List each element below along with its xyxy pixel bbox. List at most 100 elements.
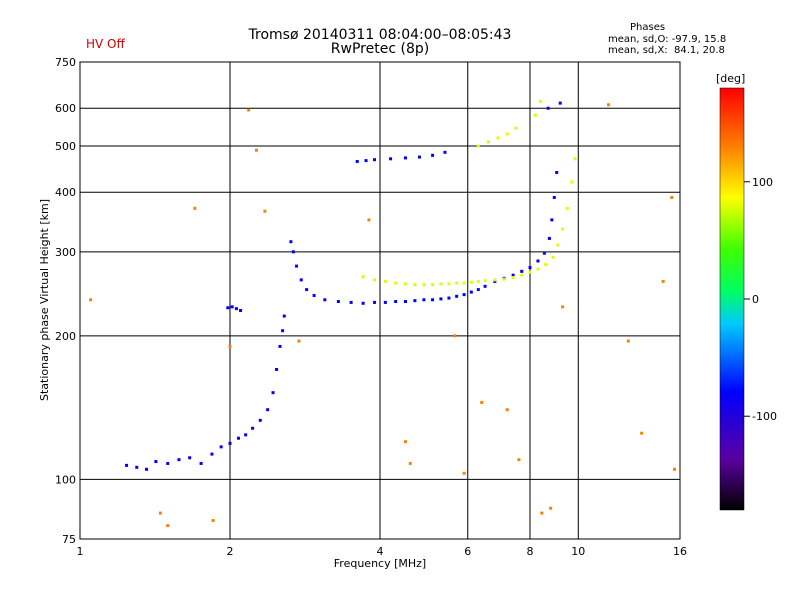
y-tick-label: 75 bbox=[62, 533, 76, 546]
data-point bbox=[254, 148, 258, 152]
data-point bbox=[247, 108, 251, 112]
data-point bbox=[528, 270, 532, 274]
data-point bbox=[561, 227, 565, 231]
data-point bbox=[125, 463, 129, 467]
data-point bbox=[408, 461, 412, 465]
data-point bbox=[640, 431, 644, 435]
data-point bbox=[549, 506, 553, 510]
chart-subtitle: RwPretec (8p) bbox=[330, 41, 430, 57]
y-axis-ticks: 75 100 200 300 400 500 600 750 bbox=[55, 56, 76, 546]
data-point bbox=[462, 293, 466, 297]
data-point bbox=[355, 159, 359, 163]
data-point bbox=[520, 269, 524, 273]
data-point bbox=[312, 293, 316, 297]
data-point bbox=[511, 273, 515, 277]
data-point bbox=[558, 101, 562, 105]
data-point bbox=[154, 460, 158, 464]
data-point bbox=[542, 251, 546, 255]
data-point bbox=[476, 279, 480, 283]
data-point bbox=[520, 273, 524, 277]
data-point bbox=[210, 452, 214, 456]
data-point bbox=[135, 465, 139, 469]
y-axis-label: Stationary phase Virtual Height [km] bbox=[38, 199, 51, 401]
data-point bbox=[528, 266, 532, 270]
data-point bbox=[219, 445, 223, 449]
data-point bbox=[476, 144, 480, 148]
data-points bbox=[89, 99, 677, 528]
data-point bbox=[505, 408, 509, 412]
x-tick-label: 1 bbox=[77, 545, 84, 558]
data-point bbox=[211, 519, 215, 523]
chart-title: Tromsø 20140311 08:04:00–08:05:43 bbox=[248, 27, 512, 43]
data-point bbox=[555, 170, 559, 174]
y-tick-label: 300 bbox=[55, 246, 76, 259]
data-point bbox=[373, 278, 377, 282]
data-point bbox=[323, 298, 327, 302]
data-point bbox=[561, 305, 565, 309]
data-point bbox=[550, 218, 554, 222]
grid-lines bbox=[80, 62, 680, 539]
data-point bbox=[403, 156, 407, 160]
data-point bbox=[514, 126, 518, 130]
data-point bbox=[447, 282, 451, 286]
data-point bbox=[476, 288, 480, 292]
data-point bbox=[493, 278, 497, 282]
data-point bbox=[546, 106, 550, 110]
data-point bbox=[403, 440, 407, 444]
data-point bbox=[373, 158, 377, 162]
colorbar bbox=[719, 87, 745, 511]
data-point bbox=[230, 305, 234, 309]
data-point bbox=[239, 308, 243, 312]
data-point bbox=[505, 132, 509, 136]
data-point bbox=[422, 298, 426, 302]
data-point bbox=[539, 99, 543, 103]
data-point bbox=[266, 408, 270, 412]
data-point bbox=[511, 276, 515, 280]
phase-o-stats: mean, sd,O: -97.9, 15.8 bbox=[608, 34, 727, 45]
data-point bbox=[281, 329, 285, 333]
hv-status-label: HV Off bbox=[86, 37, 125, 51]
colorbar-tick-label: -100 bbox=[752, 410, 777, 423]
plot-frame bbox=[79, 61, 681, 540]
data-point bbox=[361, 301, 365, 305]
colorbar-tick-label: 100 bbox=[752, 176, 773, 189]
data-point bbox=[480, 400, 484, 404]
data-point bbox=[417, 155, 421, 159]
data-point bbox=[626, 339, 630, 343]
data-point bbox=[278, 344, 282, 348]
data-point bbox=[453, 334, 457, 338]
data-point bbox=[258, 418, 262, 422]
x-tick-label: 4 bbox=[377, 545, 384, 558]
data-point bbox=[447, 296, 451, 300]
data-point bbox=[413, 283, 417, 287]
data-point bbox=[536, 267, 540, 271]
data-point bbox=[536, 259, 540, 263]
data-point bbox=[236, 436, 240, 440]
x-tick-label: 2 bbox=[227, 545, 234, 558]
data-point bbox=[483, 279, 487, 283]
data-point bbox=[297, 339, 301, 343]
data-point bbox=[383, 279, 387, 283]
x-tick-label: 10 bbox=[571, 545, 585, 558]
data-point bbox=[443, 150, 447, 154]
data-point bbox=[188, 456, 192, 460]
data-point bbox=[349, 300, 353, 304]
data-point bbox=[455, 281, 459, 285]
data-point bbox=[551, 255, 555, 259]
data-point bbox=[166, 524, 170, 528]
data-point bbox=[431, 153, 435, 157]
data-point bbox=[193, 206, 197, 210]
data-point bbox=[271, 391, 275, 395]
y-tick-label: 100 bbox=[55, 473, 76, 486]
data-point bbox=[462, 471, 466, 475]
data-point bbox=[431, 283, 435, 287]
data-point bbox=[228, 441, 232, 445]
colorbar-tick-label: 0 bbox=[752, 293, 759, 306]
x-axis-label: Frequency [MHz] bbox=[334, 557, 426, 570]
data-point bbox=[403, 300, 407, 304]
data-point bbox=[389, 157, 393, 161]
data-point bbox=[295, 264, 299, 268]
phases-title: Phases bbox=[630, 22, 666, 33]
data-point bbox=[455, 294, 459, 298]
data-point bbox=[570, 180, 574, 184]
